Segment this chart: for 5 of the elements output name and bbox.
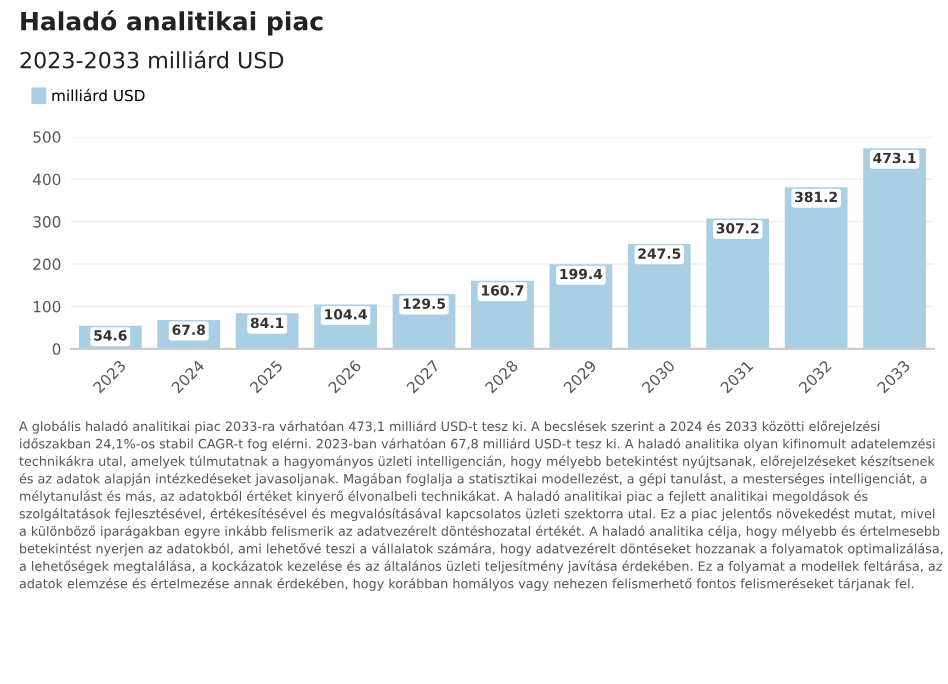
bar [706,218,770,349]
bar [863,148,926,349]
chart-subtitle: 2023-2033 milliárd USD [20,50,284,69]
chart-title: Haladó analitikai piac [21,10,323,36]
bar [784,187,848,349]
